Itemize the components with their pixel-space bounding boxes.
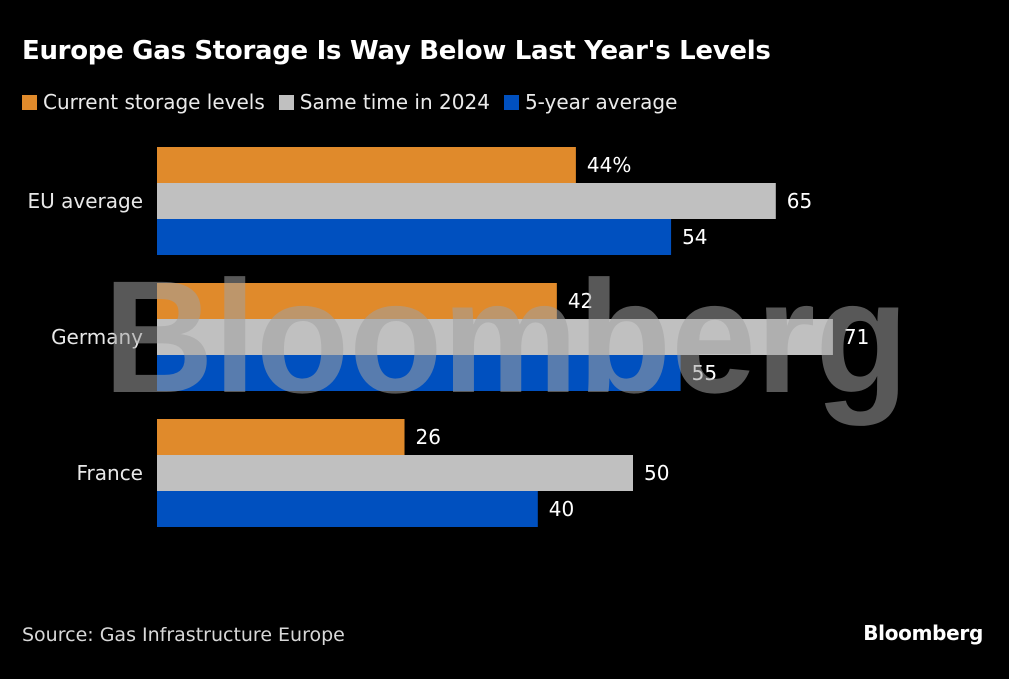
bar-eu-average-5-year-average (157, 219, 672, 255)
legend-item-current: Current storage levels (22, 90, 265, 114)
bar-germany-5-year-average (157, 355, 681, 391)
data-label-eu-average-same-time-in-2024: 65 (787, 189, 812, 213)
bar-germany-current-storage-levels (157, 283, 557, 319)
legend: Current storage levels Same time in 2024… (22, 90, 677, 114)
bar-eu-average-same-time-in-2024 (157, 183, 776, 219)
legend-label-current: Current storage levels (43, 90, 265, 114)
data-label-france-same-time-in-2024: 50 (644, 461, 669, 485)
category-label-germany: Germany (51, 325, 143, 349)
legend-label-2024: Same time in 2024 (299, 90, 490, 114)
bar-france-same-time-in-2024 (157, 455, 633, 491)
bar-france-5-year-average (157, 491, 538, 527)
category-label-eu-average: EU average (27, 189, 143, 213)
source-note: Source: Gas Infrastructure Europe (22, 624, 345, 646)
bar-france-current-storage-levels (157, 419, 405, 455)
data-label-france-5-year-average: 40 (549, 497, 574, 521)
legend-swatch-current (22, 94, 37, 110)
category-label-france: France (76, 461, 143, 485)
bar-germany-same-time-in-2024 (157, 319, 833, 355)
brand-logo: Bloomberg (863, 621, 983, 645)
data-label-eu-average-current-storage-levels: 44% (587, 153, 631, 177)
legend-item-5yr: 5-year average (503, 90, 678, 114)
chart-title: Europe Gas Storage Is Way Below Last Yea… (22, 36, 771, 66)
data-label-eu-average-5-year-average: 54 (682, 225, 707, 249)
data-label-germany-current-storage-levels: 42 (568, 289, 593, 313)
watermark-text: Bloomberg (104, 247, 909, 426)
legend-swatch-5yr (503, 94, 519, 110)
data-label-germany-5-year-average: 55 (692, 361, 717, 385)
bar-eu-average-current-storage-levels (157, 147, 576, 183)
legend-item-2024: Same time in 2024 (278, 90, 490, 114)
data-label-germany-same-time-in-2024: 71 (844, 325, 869, 349)
data-label-france-current-storage-levels: 26 (416, 425, 441, 449)
legend-swatch-2024 (278, 94, 294, 110)
legend-label-5yr: 5-year average (524, 90, 678, 114)
